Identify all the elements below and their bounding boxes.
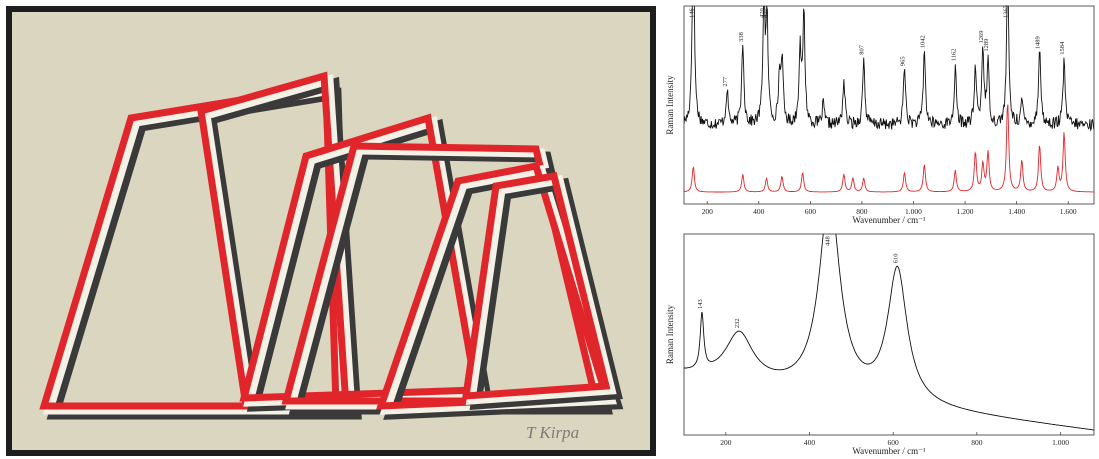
raman-spectrum-top: 200 400 600 800 1.000 1.200 1.400 1.600 Wavenumb… xyxy=(665,5,1095,225)
frame-highlight-5 xyxy=(465,174,617,405)
x-tick-label: 1.600 xyxy=(1060,207,1077,216)
peak-label: 338 xyxy=(738,32,745,42)
x-tick-label: 200 xyxy=(720,438,732,447)
peak-label: 807 xyxy=(859,44,866,55)
series-group xyxy=(684,6,1094,193)
peak-label: 965 xyxy=(899,56,906,66)
peak-label: 1269 xyxy=(978,30,985,43)
geometric-zigzag-frames xyxy=(39,71,624,420)
x-tick-label: 200 xyxy=(702,207,714,216)
peak-label: 432 xyxy=(762,8,769,18)
x-tick-label: 1.400 xyxy=(1008,207,1025,216)
x-tick-label: 600 xyxy=(805,207,817,216)
peak-label: 1162 xyxy=(950,48,957,61)
peak-label: 1584 xyxy=(1059,41,1066,55)
peak-label: 1489 xyxy=(1035,36,1042,49)
x-axis-label: Wavenumber / cm⁻¹ xyxy=(852,446,926,456)
plot-frame xyxy=(683,233,1095,436)
peak-label: 448 xyxy=(825,236,832,246)
artwork-painting: T Kirpa xyxy=(6,6,656,456)
x-tick-label: 1.000 xyxy=(905,207,922,216)
y-axis-label: Raman Intensity xyxy=(665,75,675,135)
x-tick-label: 1.200 xyxy=(957,207,974,216)
peak-label: 1365 xyxy=(1003,5,1010,18)
peak-label: 420 xyxy=(759,8,766,18)
peak-label: 232 xyxy=(734,318,741,328)
x-tick-label: 400 xyxy=(753,207,765,216)
x-tick-label: 400 xyxy=(804,438,816,447)
x-tick-label: 800 xyxy=(856,207,868,216)
raman-spectrum-bottom: 200 400 600 800 1.000 Wavenumber / cm⁻¹ Raman … xyxy=(665,233,1095,456)
peak-label: 277 xyxy=(722,76,729,87)
frame-highlight-2 xyxy=(243,116,487,407)
peak-label: 1042 xyxy=(919,35,926,48)
spectrum-series-1 xyxy=(684,104,1094,193)
x-axis-label: Wavenumber / cm⁻¹ xyxy=(852,215,926,225)
x-tick-label: 800 xyxy=(971,438,983,447)
spectrum-series-0 xyxy=(684,234,1094,431)
peak-label: 1289 xyxy=(983,39,990,52)
series-group xyxy=(684,234,1094,431)
x-tick-label: 600 xyxy=(888,438,900,447)
y-axis-label: Raman Intensity xyxy=(665,304,675,364)
plot-frame xyxy=(683,5,1095,205)
spectrum-series-0 xyxy=(684,6,1094,132)
x-tick-label: 1.000 xyxy=(1052,438,1069,447)
artist-signature: T Kirpa xyxy=(526,423,579,442)
frame-red-5 xyxy=(461,171,611,400)
peak-label: 143 xyxy=(697,299,704,309)
peak-label: 610 xyxy=(892,253,899,263)
peak-label: 146 xyxy=(688,7,695,18)
